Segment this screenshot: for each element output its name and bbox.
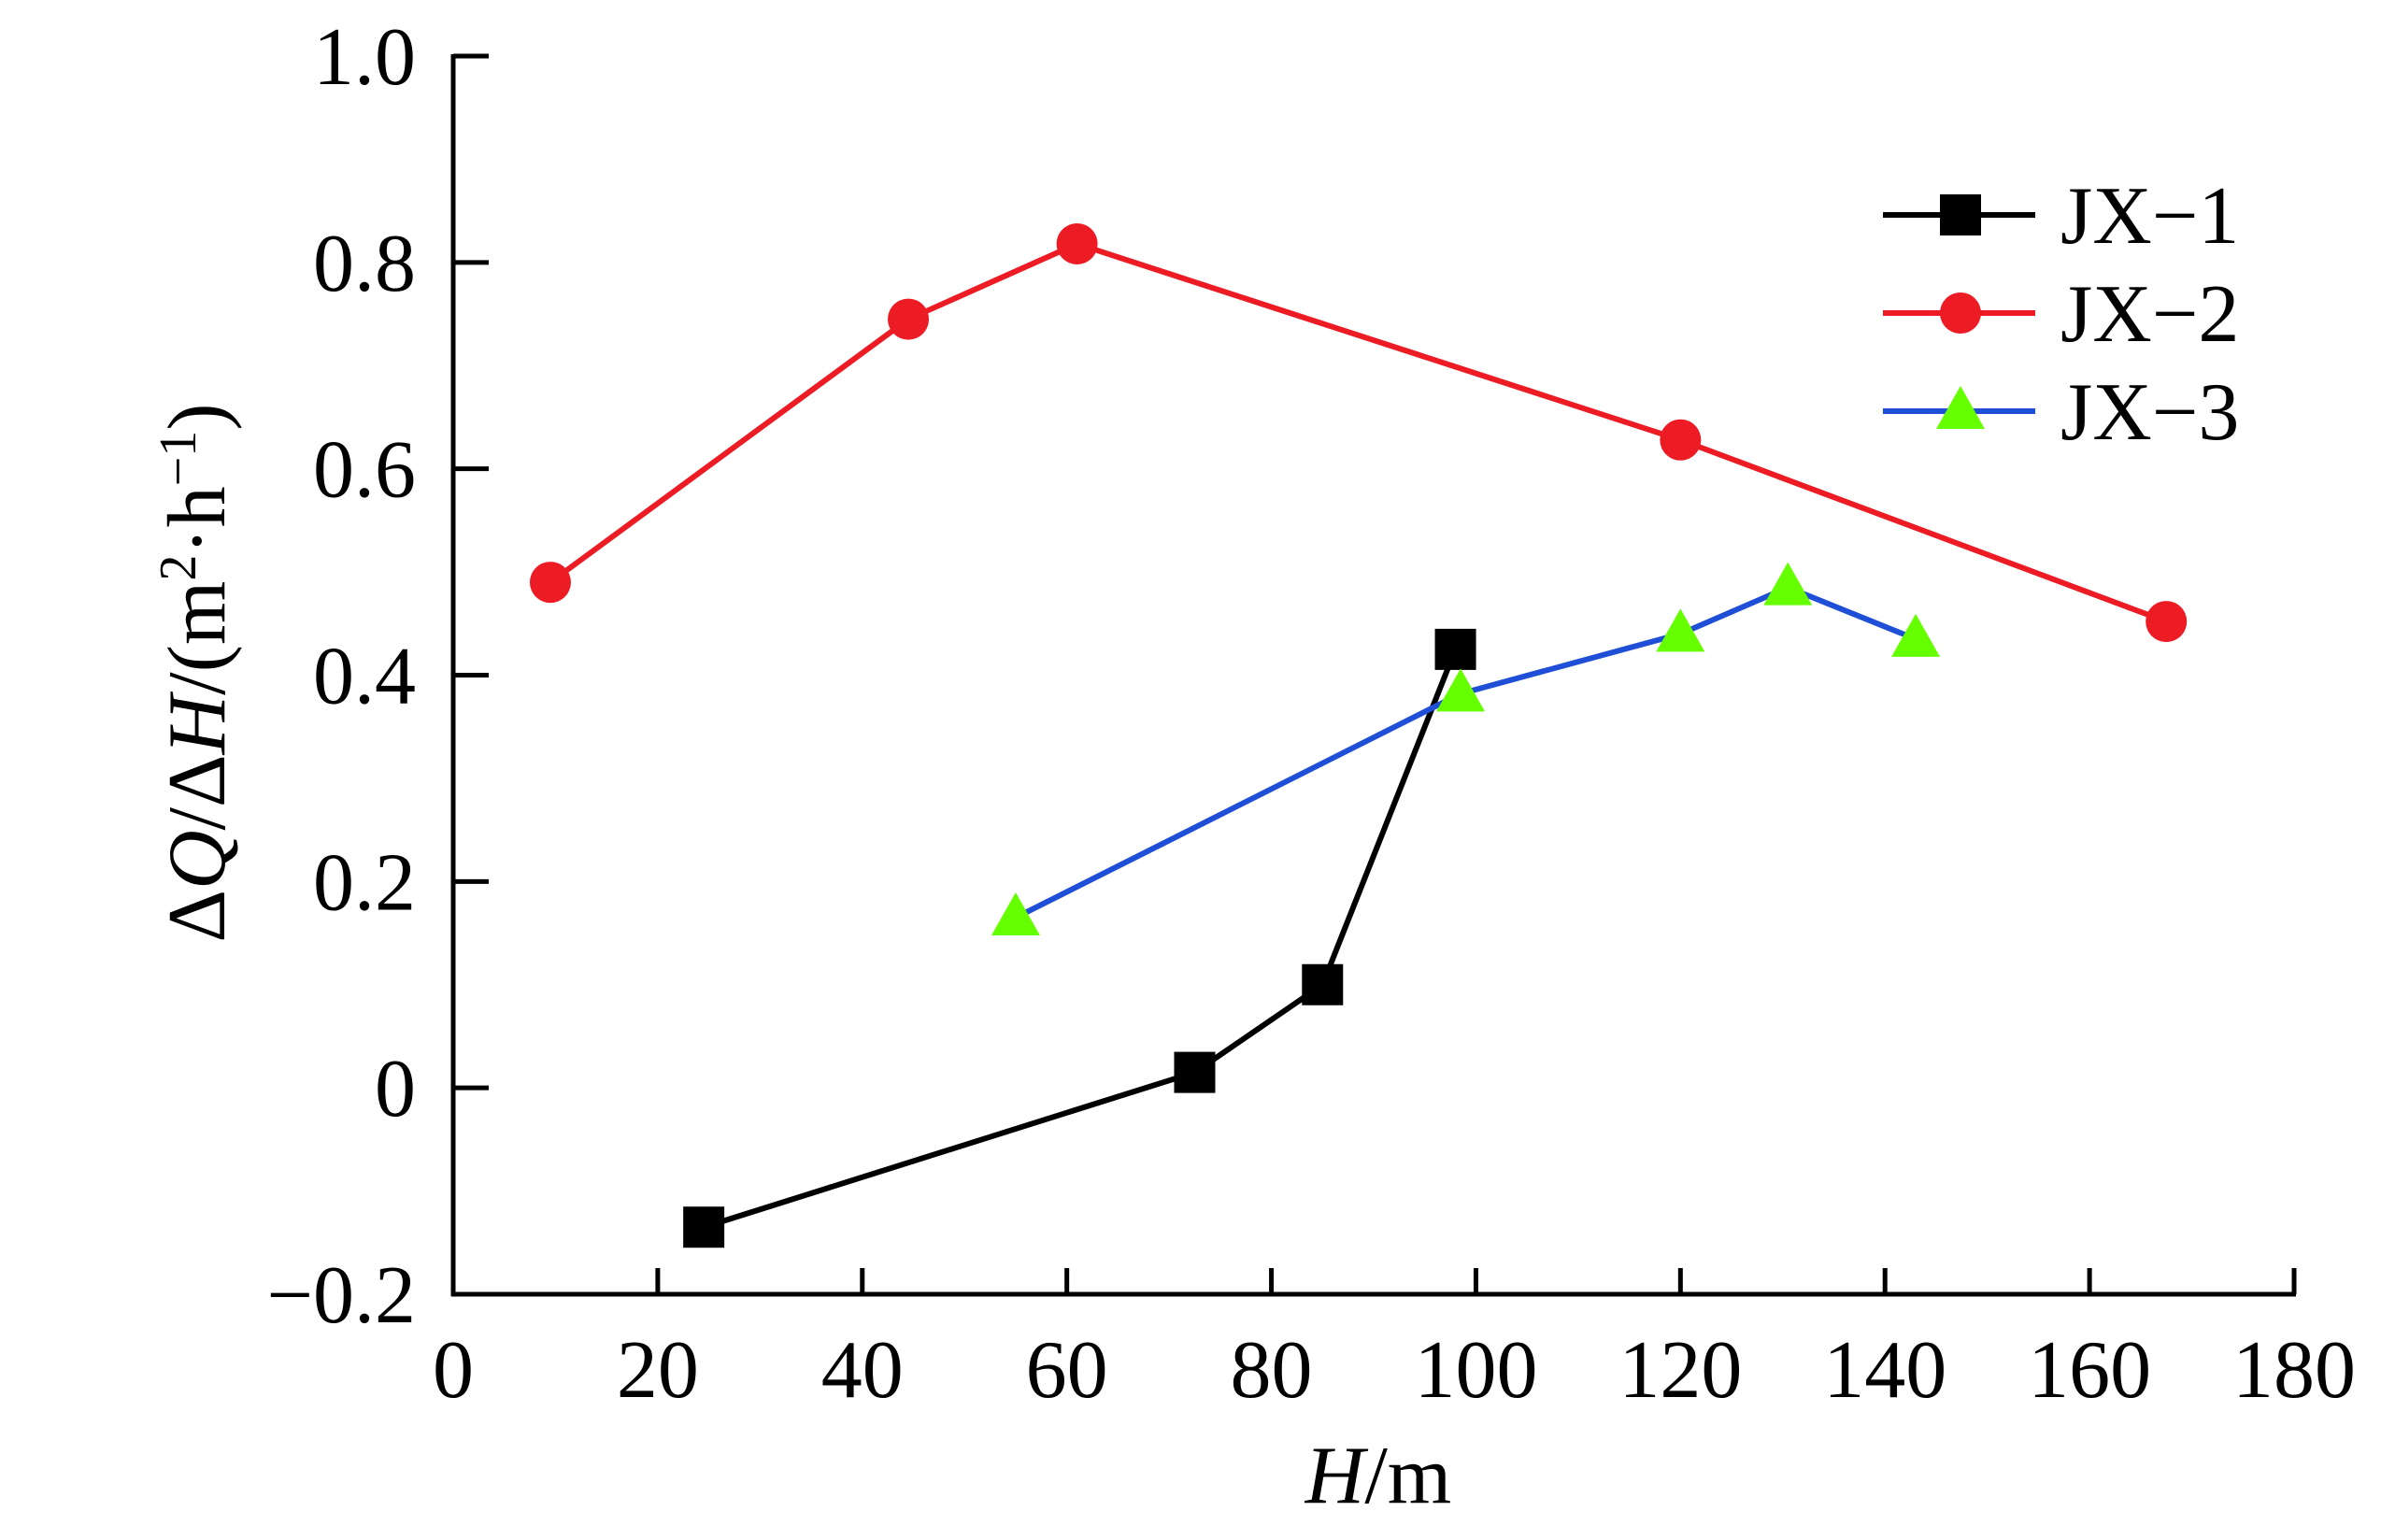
legend-label: JX−1 bbox=[2060, 171, 2239, 262]
data-point bbox=[1056, 222, 1098, 264]
data-point bbox=[1656, 608, 1705, 652]
data-point bbox=[529, 562, 571, 604]
y-tick-label: 1.0 bbox=[313, 12, 416, 103]
data-point bbox=[991, 891, 1040, 935]
data-point bbox=[1763, 562, 1813, 606]
series-line bbox=[549, 240, 2168, 624]
x-tick-label: 0 bbox=[433, 1325, 474, 1416]
data-point bbox=[1436, 668, 1486, 712]
series-layer bbox=[529, 222, 2188, 1248]
x-tick-label: 40 bbox=[821, 1325, 904, 1416]
data-point bbox=[1660, 419, 1702, 461]
data-point bbox=[1891, 613, 1941, 657]
legend: JX−1JX−2JX−3 bbox=[1883, 171, 2239, 458]
data-point bbox=[2146, 601, 2188, 643]
series-3 bbox=[991, 562, 1941, 935]
x-tick-label: 120 bbox=[1618, 1325, 1742, 1416]
axes bbox=[450, 54, 2296, 1297]
x-tick-label: 20 bbox=[617, 1325, 699, 1416]
legend-item: JX−1 bbox=[1883, 171, 2239, 262]
y-tick-label: 0.8 bbox=[313, 219, 416, 309]
x-tick-label: 100 bbox=[1414, 1325, 1537, 1416]
legend-label: JX−3 bbox=[2060, 367, 2239, 458]
x-tick-label: 80 bbox=[1231, 1325, 1313, 1416]
y-tick-label: −0.2 bbox=[266, 1250, 416, 1341]
legend-label: JX−2 bbox=[2060, 269, 2239, 360]
x-tick-label: 60 bbox=[1026, 1325, 1108, 1416]
legend-marker bbox=[1940, 292, 1981, 334]
x-tick-label: 160 bbox=[2028, 1325, 2151, 1416]
y-axis-ticks: −0.2 0 0.2 0.4 0.6 0.8 1.0 bbox=[266, 12, 489, 1341]
x-tick-label: 140 bbox=[1823, 1325, 1946, 1416]
series-line bbox=[703, 648, 1459, 1231]
legend-item: JX−2 bbox=[1883, 269, 2239, 360]
data-point bbox=[683, 1206, 725, 1248]
y-tick-label: 0.6 bbox=[313, 425, 416, 516]
data-point bbox=[1174, 1051, 1216, 1093]
data-point bbox=[888, 298, 930, 340]
x-axis-ticks: 0 20 40 60 80 100 120 140 160 180 bbox=[433, 1268, 2356, 1416]
legend-marker bbox=[1936, 386, 1985, 429]
y-tick-label: 0.2 bbox=[313, 837, 416, 928]
data-point bbox=[1302, 963, 1344, 1005]
data-point bbox=[1434, 628, 1476, 670]
series-2 bbox=[529, 222, 2188, 643]
y-axis-label: ΔQ/ΔH/(m2·h−1) bbox=[150, 403, 243, 942]
x-tick-label: 180 bbox=[2232, 1325, 2356, 1416]
y-tick-label: 0.4 bbox=[313, 632, 416, 722]
legend-marker bbox=[1940, 194, 1981, 235]
x-axis-label: H/m bbox=[1305, 1431, 1451, 1521]
legend-item: JX−3 bbox=[1883, 367, 2239, 458]
y-tick-label: 0 bbox=[375, 1044, 416, 1134]
series-1 bbox=[683, 628, 1476, 1248]
